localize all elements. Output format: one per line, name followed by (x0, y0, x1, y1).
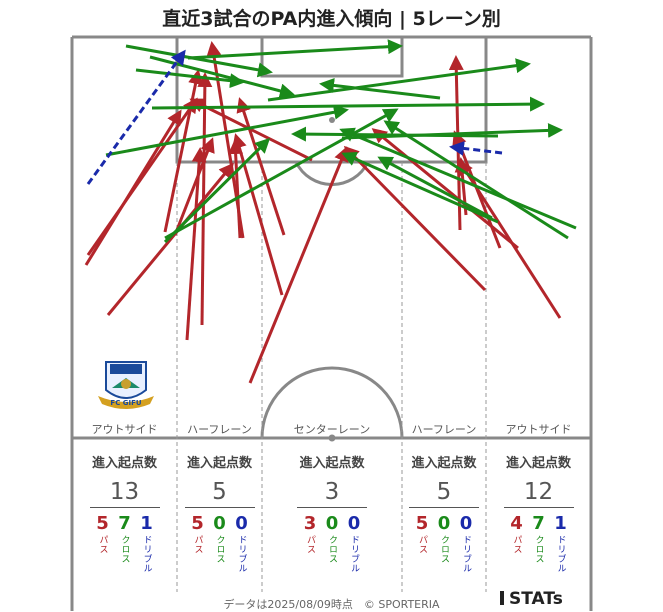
stat-heading: 進入起点数 (299, 456, 365, 471)
dribble-arrows (86, 49, 503, 185)
lane-label-halflane-left: ハーフレーン (187, 423, 252, 436)
club-crest-icon: FC GIFU (98, 361, 154, 409)
cross-label: クロス (119, 535, 130, 564)
cross-label: クロス (327, 535, 337, 564)
lane-label-halflane-right: ハーフレーン (411, 423, 477, 436)
dribble-count: 0 (235, 513, 248, 534)
lane-stats-center: 進入起点数 3 3 パス 0 クロス 0 ドリブル (262, 452, 402, 573)
brand-mark-icon (500, 591, 504, 605)
stat-total: 5 (184, 479, 255, 508)
dribble-count: 1 (554, 513, 567, 534)
pass-label: パス (97, 535, 108, 554)
dribble-label: ドリブル (461, 535, 471, 573)
stat-heading: 進入起点数 (505, 456, 571, 471)
stat-total: 12 (503, 479, 574, 508)
pass-count: 5 (191, 513, 204, 534)
pass-count: 4 (510, 513, 523, 534)
svg-text:FC GIFU: FC GIFU (110, 399, 141, 407)
lane-label-outside-left: アウトサイド (91, 423, 158, 436)
lane-label-outside-right: アウトサイド (505, 423, 572, 436)
pass-count: 5 (415, 513, 429, 534)
stat-total: 5 (409, 479, 479, 508)
brand-logo: STATs (500, 589, 563, 609)
pass-arrows (84, 41, 562, 384)
cross-arrows (105, 39, 577, 244)
pass-label: パス (305, 535, 315, 554)
cross-count: 7 (118, 513, 131, 534)
cross-label: クロス (439, 535, 449, 564)
cross-label: クロス (533, 535, 544, 564)
dribble-label: ドリブル (236, 535, 247, 573)
pass-label: パス (417, 535, 427, 554)
stat-heading: 進入起点数 (186, 456, 252, 471)
stat-heading: 進入起点数 (91, 456, 157, 471)
dribble-count: 1 (140, 513, 153, 534)
lane-label-center: センターレーン (293, 423, 371, 436)
pass-label: パス (511, 535, 522, 554)
pass-label: パス (192, 535, 203, 554)
lane-stats-outside-right: 進入起点数 12 4 パス 7 クロス 1 ドリブル (486, 452, 591, 573)
dribble-count: 0 (459, 513, 473, 534)
stat-total: 13 (89, 479, 160, 508)
dribble-label: ドリブル (555, 535, 566, 573)
dribble-label: ドリブル (141, 535, 152, 573)
cross-label: クロス (214, 535, 225, 564)
lane-stats-halflane-left: 進入起点数 5 5 パス 0 クロス 0 ドリブル (177, 452, 262, 573)
data-date-footer: データは2025/08/09時点 © SPORTERIA (223, 598, 440, 611)
stat-total: 3 (297, 479, 367, 508)
stat-heading: 進入起点数 (411, 456, 477, 471)
dribble-count: 0 (347, 513, 361, 534)
lane-stats-halflane-right: 進入起点数 5 5 パス 0 クロス 0 ドリブル (402, 452, 486, 573)
brand-name: STATs (509, 589, 563, 609)
page-title: 直近3試合のPA内進入傾向 | 5レーン別 (162, 8, 501, 30)
lane-stats-outside-left: 進入起点数 13 5 パス 7 クロス 1 ドリブル (72, 452, 177, 573)
cross-count: 0 (437, 513, 451, 534)
dribble-label: ドリブル (349, 535, 359, 573)
cross-count: 0 (213, 513, 226, 534)
pass-count: 5 (96, 513, 109, 534)
pass-count: 3 (303, 513, 317, 534)
cross-count: 7 (532, 513, 545, 534)
cross-count: 0 (325, 513, 339, 534)
